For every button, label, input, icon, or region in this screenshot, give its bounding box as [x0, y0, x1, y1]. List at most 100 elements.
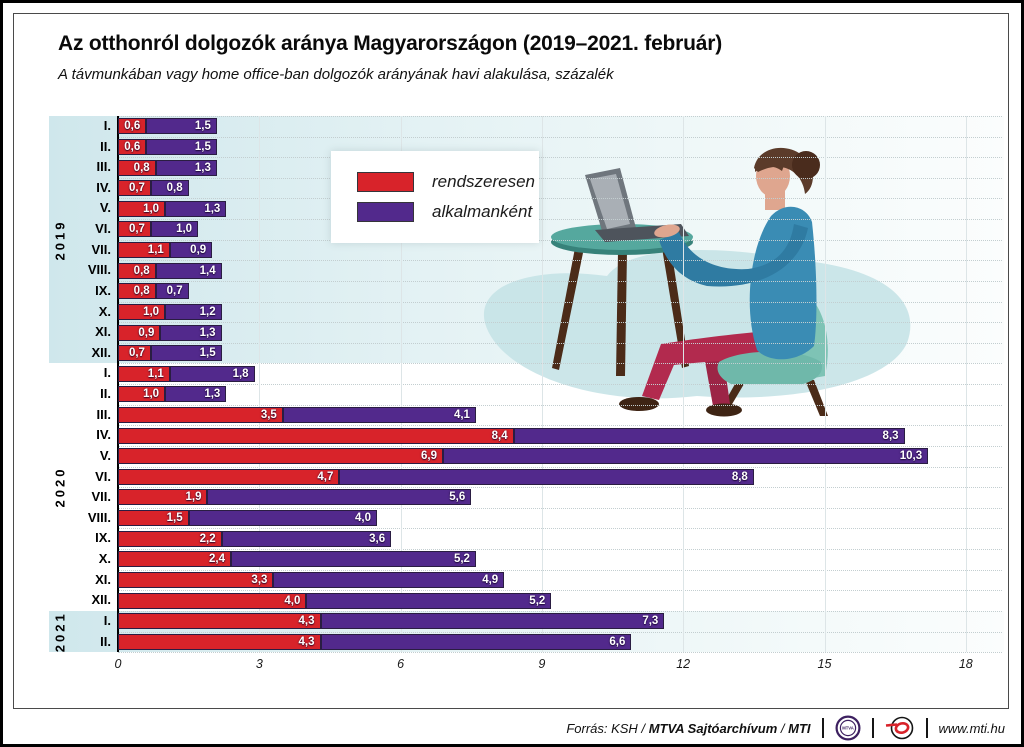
bar-value-label: 1,0 [143, 305, 160, 318]
x-axis-baseline [117, 116, 119, 653]
footer: Forrás: KSH / MTVA Sajtóarchívum / MTI M… [13, 713, 1007, 743]
bar-value-label: 2,2 [199, 532, 216, 545]
bar-segment-rendszeresen: 0,7 [118, 180, 151, 197]
bar-segment-alkalmankent: 1,2 [165, 303, 222, 320]
bar-value-label: 0,7 [166, 285, 183, 298]
footer-divider [871, 718, 874, 738]
bar-value-label: 0,6 [124, 140, 141, 153]
row-month-label: VIII. [87, 509, 111, 525]
bar-value-label: 1,1 [147, 244, 164, 257]
row-month-label: XII. [91, 344, 111, 360]
bar-value-label: 1,2 [199, 305, 216, 318]
row-month-label: VI. [95, 221, 111, 237]
bar-segment-rendszeresen: 4,3 [118, 613, 321, 630]
bar-segment-alkalmankent: 1,8 [169, 365, 255, 382]
bar-value-label: 0,8 [133, 285, 150, 298]
legend-swatch-alkalmankent [357, 202, 414, 222]
year-label-2019: 2019 [52, 219, 68, 261]
bar-value-label: 1,8 [232, 367, 249, 380]
row-month-label: X. [98, 303, 111, 319]
legend-item: alkalmanként [357, 199, 539, 225]
bar-segment-rendszeresen: 1,1 [118, 365, 170, 382]
legend-label: rendszeresen [432, 172, 536, 191]
chair-seat [717, 351, 823, 384]
x-axis-tick-label: 9 [538, 657, 546, 672]
leg-front-shin [642, 344, 682, 400]
horizontal-gridline [118, 652, 1002, 654]
row-month-label: I. [103, 118, 111, 133]
bar-value-label: 8,4 [491, 429, 508, 442]
bar-value-label: 6,9 [420, 450, 437, 463]
bar-segment-rendszeresen: 1,1 [118, 242, 170, 259]
vertical-gridline [541, 116, 543, 653]
horizontal-gridline [118, 404, 1002, 406]
row-month-label: I. [103, 612, 111, 628]
bar-segment-alkalmankent: 1,5 [146, 118, 217, 135]
bar-segment-alkalmankent: 1,3 [165, 200, 227, 217]
horizontal-gridline [118, 177, 1002, 179]
website-url: www.mti.hu [938, 720, 1005, 736]
table-leg [662, 248, 689, 368]
bar-segment-rendszeresen: 3,5 [118, 406, 283, 423]
bar-segment-rendszeresen: 0,6 [118, 138, 147, 155]
bar-segment-rendszeresen: 2,2 [118, 530, 222, 547]
bar-segment-alkalmankent: 1,3 [160, 324, 222, 341]
bar-value-label: 3,3 [251, 573, 268, 586]
bar-value-label: 1,9 [185, 491, 202, 504]
bar-value-label: 3,6 [369, 532, 386, 545]
bar-segment-rendszeresen: 3,3 [118, 571, 274, 588]
bar-segment-rendszeresen: 4,7 [118, 468, 340, 485]
horizontal-gridline [118, 157, 1002, 159]
bar-value-label: 0,9 [190, 244, 207, 257]
chair-leg [805, 380, 828, 416]
bar-value-label: 0,7 [128, 182, 145, 195]
x-axis-tick-label: 12 [676, 657, 691, 672]
bar-value-label: 6,6 [609, 635, 626, 648]
row-month-label: VII. [91, 489, 111, 505]
bar-segment-alkalmankent: 1,4 [155, 262, 222, 279]
horizontal-gridline [118, 528, 1002, 530]
horizontal-gridline [118, 610, 1002, 612]
row-month-label: IX. [95, 282, 111, 298]
x-axis-tick-label: 0 [114, 657, 122, 672]
row-month-label: X. [98, 551, 111, 567]
bar-segment-alkalmankent: 0,7 [155, 283, 189, 300]
bar-segment-alkalmankent: 5,2 [231, 551, 476, 568]
bar-segment-rendszeresen: 1,0 [118, 386, 166, 403]
row-month-label: I. [103, 365, 111, 381]
bar-value-label: 1,5 [194, 120, 211, 133]
bar-segment-alkalmankent: 10,3 [442, 448, 929, 465]
bar-value-label: 1,5 [199, 347, 216, 360]
bar-segment-alkalmankent: 1,0 [150, 221, 199, 238]
laptop-screen-panel [590, 174, 630, 229]
bar-value-label: 1,3 [194, 161, 211, 174]
bar-value-label: 4,9 [482, 573, 499, 586]
horizontal-gridline [118, 445, 1002, 447]
row-month-label: VI. [95, 468, 111, 484]
row-month-label: VII. [91, 241, 111, 257]
bar-segment-alkalmankent: 1,5 [146, 138, 217, 155]
bar-value-label: 1,5 [166, 512, 183, 525]
footer-divider [821, 718, 824, 738]
bar-segment-alkalmankent: 0,9 [169, 242, 213, 259]
bar-value-label: 0,9 [138, 326, 155, 339]
table-leg [616, 251, 627, 376]
bar-segment-rendszeresen: 1,0 [118, 200, 166, 217]
horizontal-gridline [118, 466, 1002, 468]
bar-value-label: 1,3 [204, 388, 221, 401]
page-subtitle: A távmunkában vagy home office-ban dolgo… [58, 66, 614, 83]
horizontal-gridline [118, 569, 1002, 571]
bar-value-label: 4,3 [298, 635, 315, 648]
row-month-label: VIII. [87, 262, 111, 278]
bar-value-label: 4,1 [453, 408, 470, 421]
legend-item: rendszeresen [357, 169, 539, 195]
bar-value-label: 3,5 [260, 408, 277, 421]
bar-value-label: 0,8 [133, 161, 150, 174]
woman-laptop-illustration [483, 147, 911, 417]
bar-value-label: 1,4 [199, 264, 216, 277]
horizontal-gridline [118, 384, 1002, 386]
bar-segment-alkalmankent: 8,3 [513, 427, 905, 444]
bar-value-label: 1,0 [143, 202, 160, 215]
bar-segment-alkalmankent: 4,0 [188, 510, 378, 527]
